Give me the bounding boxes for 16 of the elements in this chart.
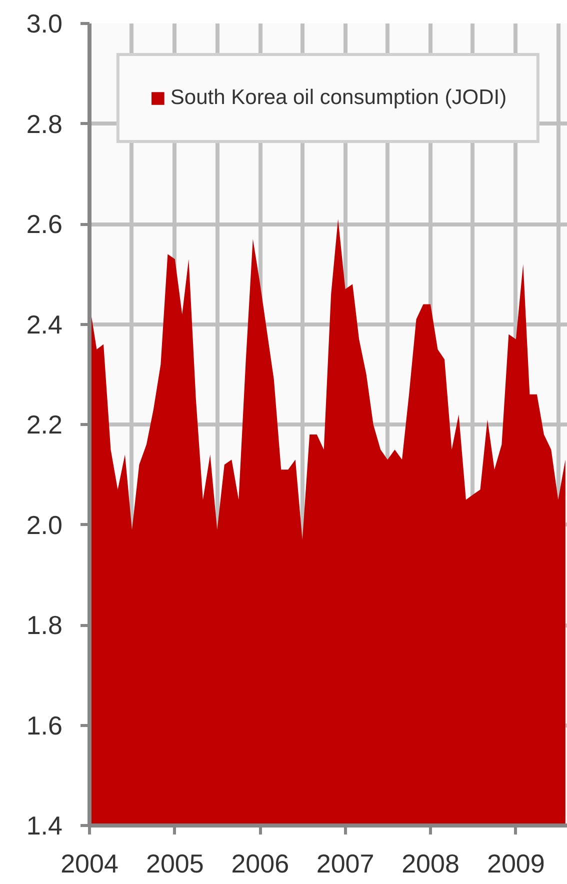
x-tick-label: 2005 xyxy=(146,848,204,878)
x-tick-label: 2006 xyxy=(231,848,290,878)
y-tick-label: 2.4 xyxy=(26,309,63,340)
y-tick-label: 2.8 xyxy=(26,108,63,139)
y-tick-label: 3.0 xyxy=(26,8,63,38)
x-tick-label: 2009 xyxy=(487,848,545,878)
legend-label: South Korea oil consumption (JODI) xyxy=(170,86,507,110)
y-tick-label: 2.6 xyxy=(26,209,63,239)
x-tick-label: 2007 xyxy=(316,848,374,878)
x-tick-label: 2004 xyxy=(60,848,118,878)
y-tick-label: 1.8 xyxy=(26,610,63,640)
y-tick-label: 2.0 xyxy=(26,510,63,540)
x-tick-label: 2008 xyxy=(402,848,460,878)
y-tick-label: 1.6 xyxy=(26,710,63,740)
y-tick-label: 1.4 xyxy=(26,810,63,840)
y-tick-label: 2.2 xyxy=(26,410,63,440)
